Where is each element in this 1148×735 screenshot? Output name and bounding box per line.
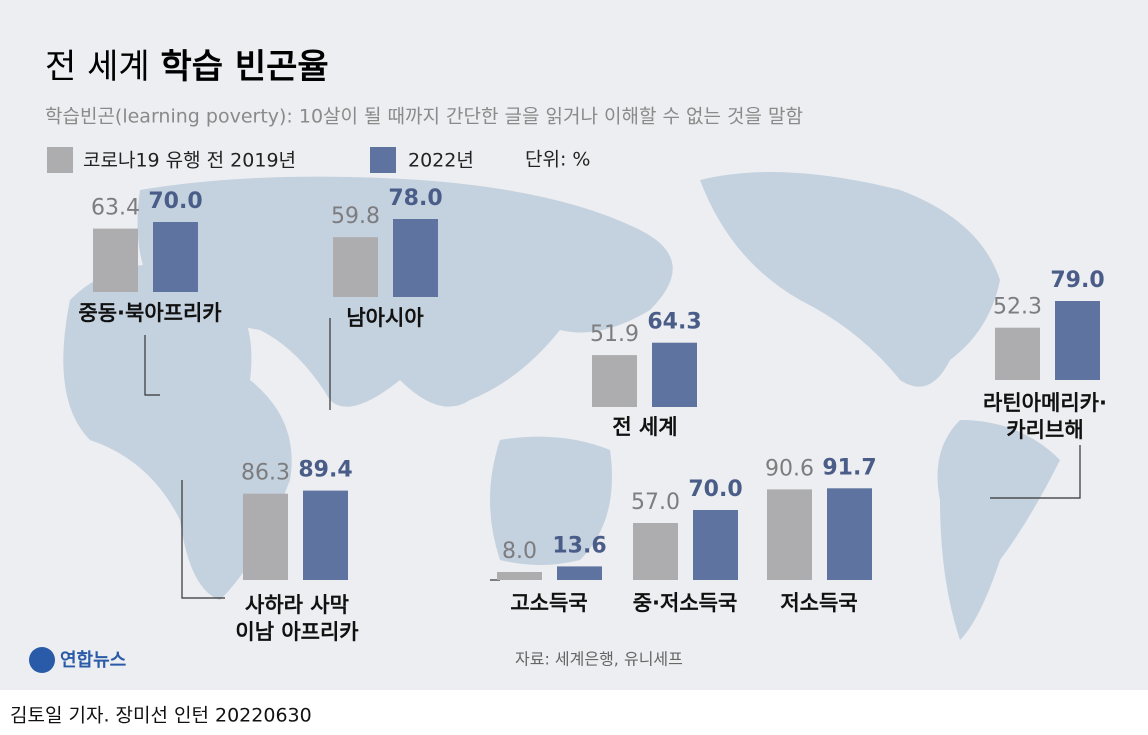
category-label: 라틴아메리카· 카리브해 [983, 391, 1107, 442]
value-label: 13.6 [552, 533, 606, 558]
value-label: 89.4 [298, 458, 352, 483]
bar [633, 523, 678, 580]
legend-swatch [370, 147, 396, 173]
category-label: 중동·북아프리카 [78, 301, 222, 325]
bar [93, 228, 138, 292]
legend-label: 2022년 [408, 150, 474, 172]
value-label: 63.4 [91, 196, 140, 221]
category-label: 전 세계 [612, 415, 678, 439]
value-label: 90.6 [765, 456, 814, 481]
value-label: 57.0 [631, 490, 680, 515]
category-label: 사하라 사막 이남 아프리카 [235, 593, 359, 644]
logo-mark [29, 647, 55, 673]
value-label: 52.3 [993, 295, 1042, 320]
bar [393, 219, 438, 297]
value-label: 70.0 [148, 189, 202, 214]
bar [1055, 301, 1100, 380]
value-label: 8.0 [502, 539, 537, 564]
bar [827, 488, 872, 580]
bar [333, 237, 378, 297]
logo: 연합뉴스 [60, 649, 126, 671]
bar [995, 327, 1040, 380]
value-label: 64.3 [647, 310, 701, 335]
bar [243, 493, 288, 580]
bar [767, 489, 812, 580]
world-map [63, 172, 1060, 640]
legend-label: 코로나19 유행 전 2019년 [83, 150, 296, 172]
category-label: 저소득국 [780, 591, 858, 615]
credit-strip [0, 690, 1148, 735]
source: 자료: 세계은행, 유니세프 [515, 650, 683, 669]
bar [557, 566, 602, 580]
title: 전 세계 학습 빈곤율 [45, 47, 329, 87]
value-label: 51.9 [590, 322, 639, 347]
credit: 김토일 기자. 장미선 인턴 20220630 [10, 705, 312, 727]
value-label: 59.8 [331, 204, 380, 229]
bar [592, 355, 637, 407]
category-label: 중·저소득국 [632, 591, 738, 615]
category-label: 남아시아 [346, 306, 424, 330]
bar [693, 510, 738, 580]
bar [497, 572, 542, 580]
value-label: 86.3 [241, 461, 290, 486]
value-label: 91.7 [822, 455, 876, 480]
legend-swatch [47, 147, 73, 173]
category-label: 고소득국 [510, 591, 588, 615]
value-label: 70.0 [688, 477, 742, 502]
title-light: 전 세계 [45, 47, 150, 87]
bar [153, 222, 198, 292]
unit: 단위: % [525, 149, 590, 171]
bar [652, 342, 697, 407]
leader-lines [144, 318, 1081, 599]
subtitle: 학습빈곤(learning poverty): 10살이 될 때까지 간단한 글… [45, 106, 803, 128]
value-label: 79.0 [1050, 268, 1104, 293]
title-bold: 학습 빈곤율 [160, 47, 328, 87]
value-label: 78.0 [388, 186, 442, 211]
bar [303, 490, 348, 580]
